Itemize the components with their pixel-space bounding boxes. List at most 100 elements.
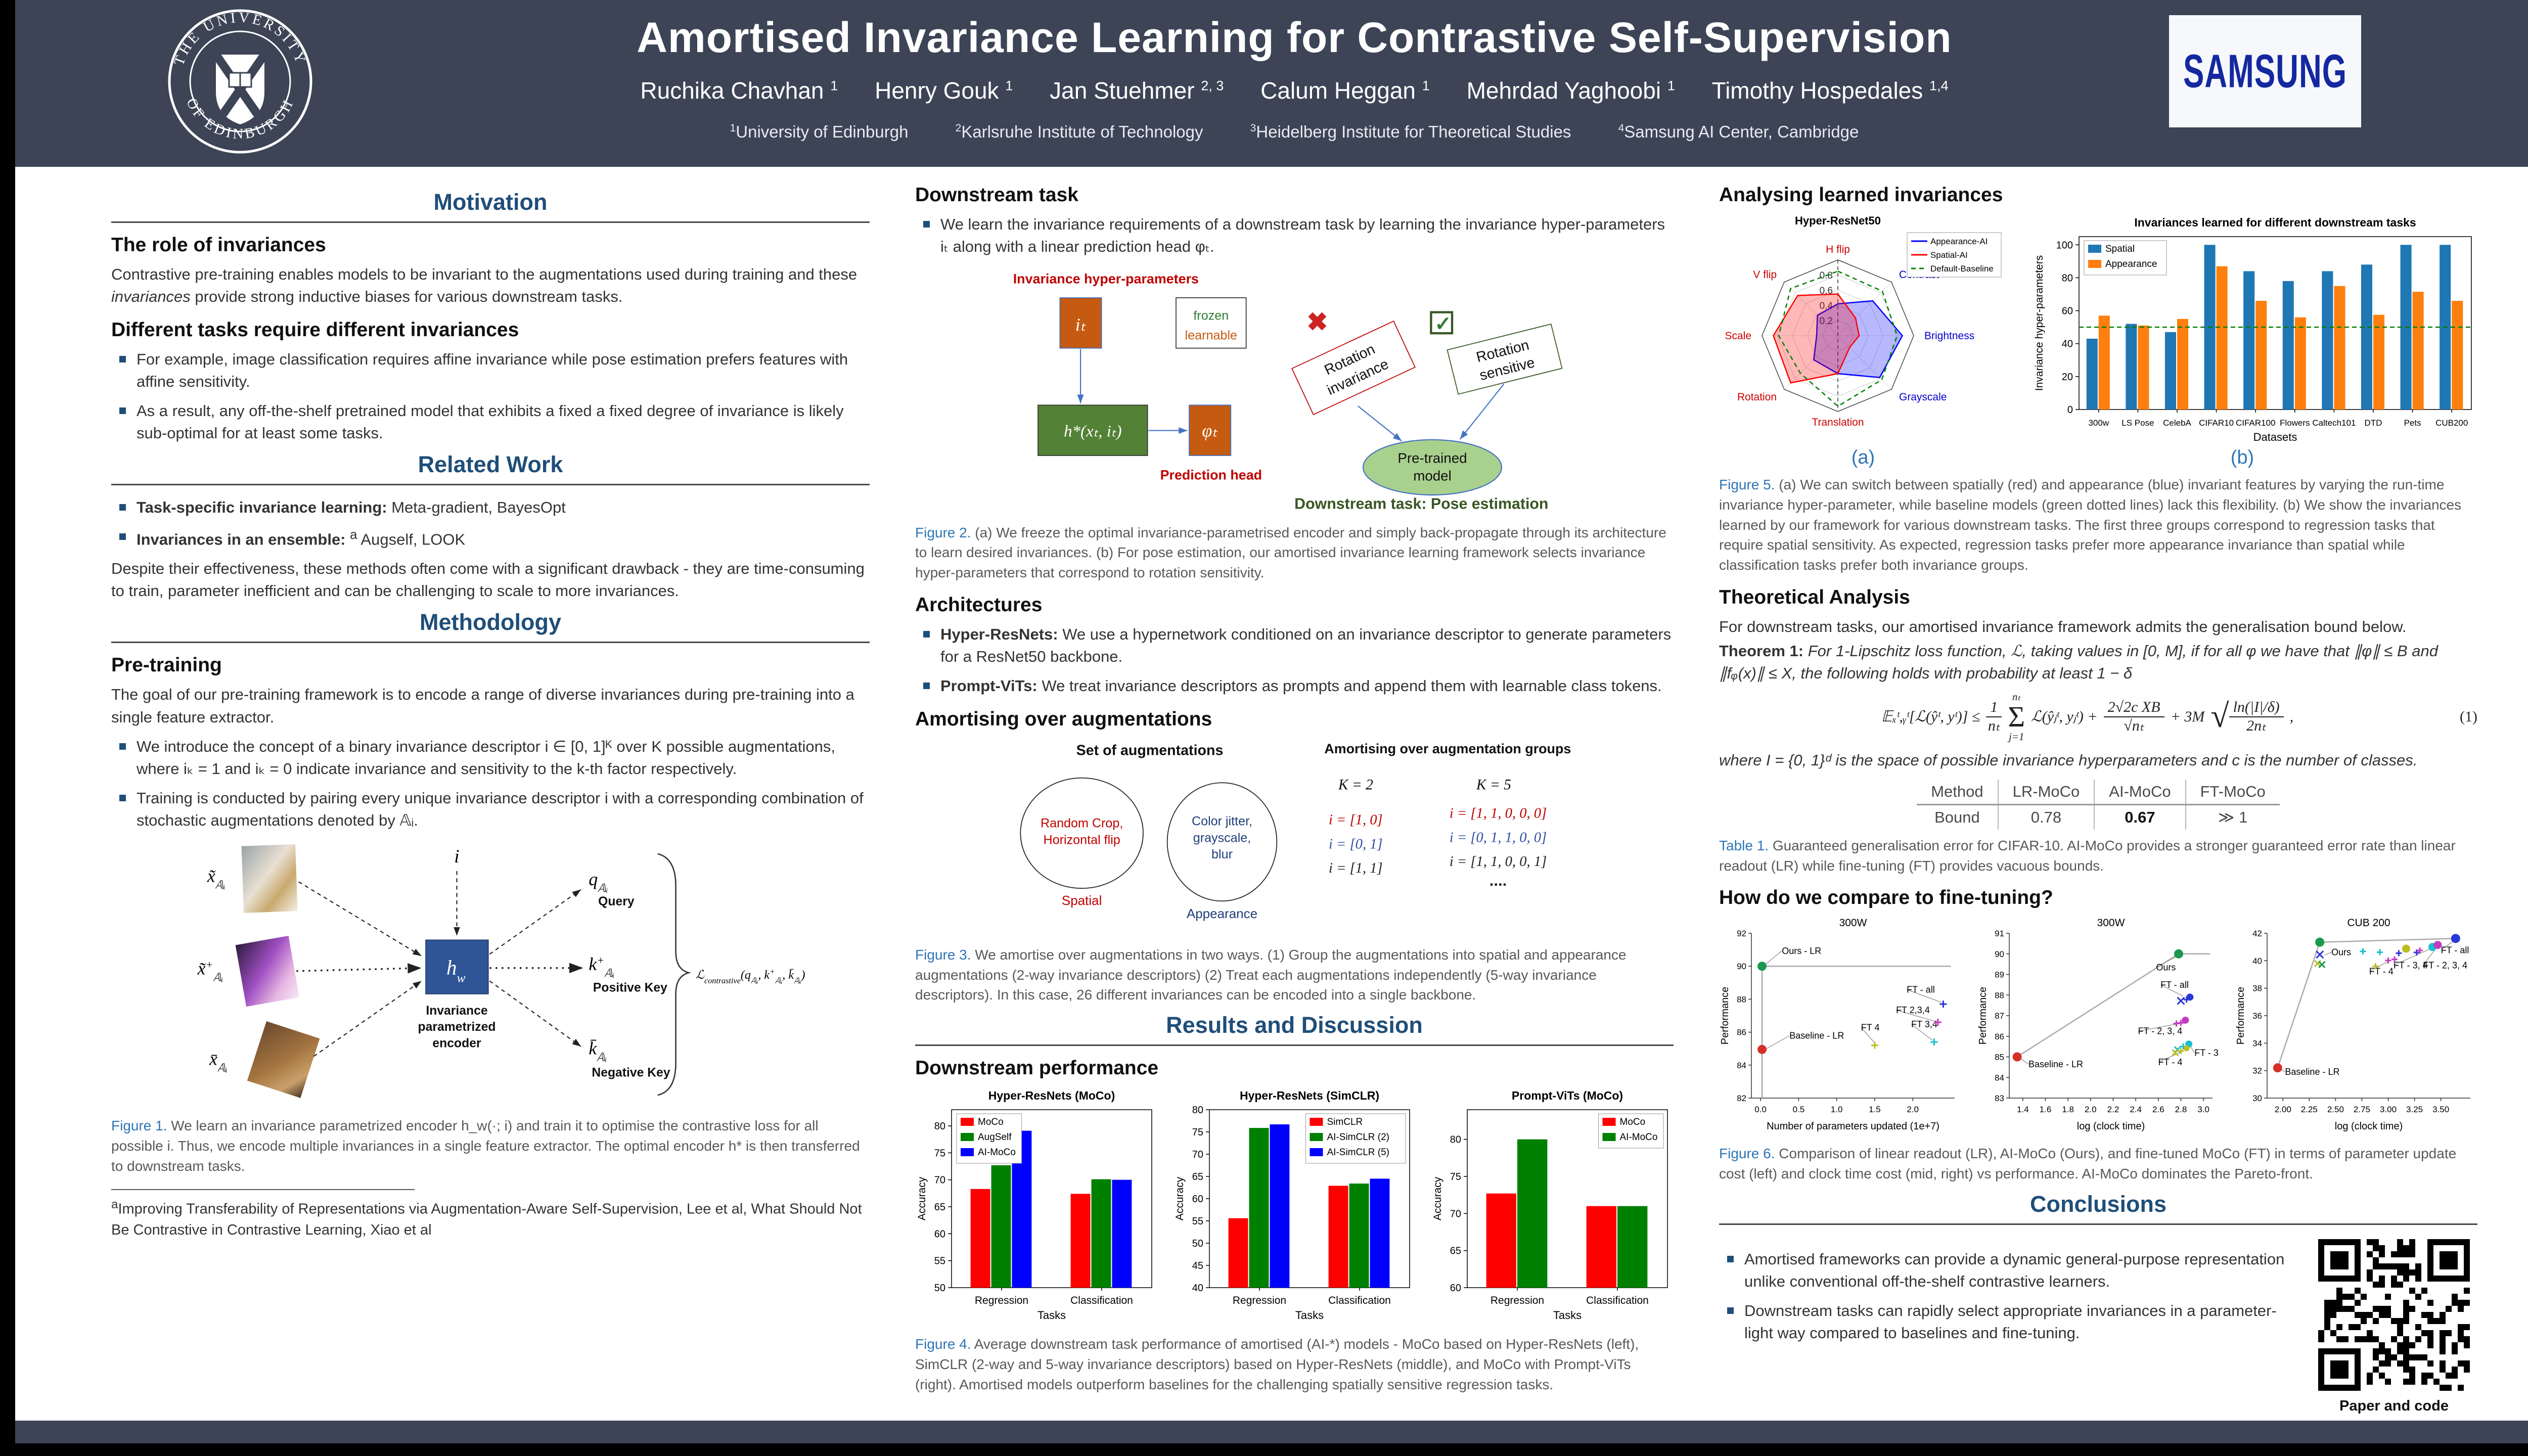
svg-text:2.0: 2.0 [1907, 1105, 1919, 1114]
svg-text:Datasets: Datasets [2253, 431, 2297, 443]
svg-text:85: 85 [1995, 1053, 2004, 1062]
conclusions-block: Amortised frameworks can provide a dynam… [1719, 1236, 2477, 1415]
samsung-logo: SAMSUNG [2169, 15, 2361, 127]
svg-text:Tasks: Tasks [1295, 1309, 1324, 1322]
svg-text:i = [0, 1, 1, 0, 0]: i = [0, 1, 1, 0, 0] [1450, 830, 1547, 845]
bullet: For example, image classification requir… [114, 348, 870, 393]
frozen-encoder-box [1037, 404, 1148, 456]
svg-text:Positive Key: Positive Key [593, 981, 667, 994]
svg-text:Tasks: Tasks [1553, 1309, 1582, 1322]
encoder-box [425, 939, 489, 994]
svg-text:ℒcontrastive(q𝔸ᵢ, k+𝔸ᵢ, k̄𝔸: ℒcontrastive(q𝔸ᵢ, k+𝔸ᵢ, k̄𝔸ᵢ) [696, 967, 805, 985]
bullet: Amortised frameworks can provide a dynam… [1722, 1248, 2293, 1293]
svg-text:90: 90 [1995, 949, 2004, 959]
svg-text:Scale: Scale [1725, 330, 1751, 342]
svg-text:80: 80 [1192, 1105, 1203, 1116]
subhead-amortising: Amortising over augmentations [915, 708, 1212, 730]
poster: THE UNIVERSITY OF EDINBURGH Amortised In… [15, 0, 2528, 1443]
svg-text:LS Pose: LS Pose [2121, 418, 2154, 428]
svg-text:Flowers: Flowers [2280, 418, 2310, 428]
svg-text:blur: blur [1211, 847, 1233, 861]
svg-text:70: 70 [934, 1175, 945, 1186]
divider [915, 1044, 1674, 1046]
pretrained-model-ellipse [1362, 439, 1503, 496]
checkbox-icon [1430, 311, 1454, 335]
svg-text:90: 90 [1737, 962, 1746, 972]
svg-text:89: 89 [1995, 970, 2004, 980]
svg-text:Spatial: Spatial [2105, 244, 2135, 254]
svg-text:Color jitter,: Color jitter, [1192, 814, 1252, 828]
svg-text:Downstream task: Pose estimati: Downstream task: Pose estimation [1294, 496, 1548, 513]
svg-text:Classification: Classification [1070, 1295, 1133, 1306]
qr-block: Paper and code [2311, 1236, 2477, 1415]
figure-5: 0.20.40.60.8H flipContrastBrightnessGray… [1719, 213, 2477, 450]
svg-text:91: 91 [1995, 929, 2004, 938]
column-right: Analysing learned invariances 0.2 0.4 0.6 0… [1719, 182, 2477, 1421]
svg-text:log (clock time): log (clock time) [2077, 1121, 2145, 1132]
svg-text:MoCo: MoCo [1620, 1117, 1646, 1127]
svg-text:50: 50 [1192, 1238, 1203, 1249]
svg-text:300W: 300W [1839, 917, 1867, 929]
svg-text:V flip: V flip [1753, 269, 1777, 281]
svg-text:Baseline - LR: Baseline - LR [1789, 1031, 1844, 1041]
svg-text:2.00: 2.00 [2275, 1105, 2291, 1114]
svg-text:2.0: 2.0 [2085, 1105, 2097, 1114]
svg-text:Invariance hyper-parameters: Invariance hyper-parameters [2034, 255, 2045, 391]
svg-text:Accuracy: Accuracy [1174, 1177, 1186, 1221]
conclusion-bullets: Amortised frameworks can provide a dynam… [1719, 1241, 2293, 1351]
subhead-role-of-invariances: The role of invariances [111, 234, 326, 256]
table-1-caption: Table 1. Guaranteed generalisation error… [1719, 837, 2456, 874]
divider [111, 642, 870, 644]
svg-text:1.4: 1.4 [2017, 1105, 2029, 1114]
svg-text:learnable: learnable [1185, 328, 1237, 342]
affiliation: 4Samsung AI Center, Cambridge [1618, 122, 1859, 141]
rotation-sensitive-card: Rotation sensitive [1447, 324, 1563, 395]
qr-code [2311, 1239, 2477, 1395]
svg-text:Classification: Classification [1328, 1295, 1391, 1306]
svg-text:frozen: frozen [1193, 308, 1229, 323]
svg-text:FT - 2, 3, 4: FT - 2, 3, 4 [2138, 1026, 2183, 1036]
svg-text:q𝔸ᵢ: q𝔸ᵢ [589, 869, 608, 894]
svg-text:1.5: 1.5 [1869, 1105, 1881, 1114]
figure-1-caption: Figure 1. We learn an invariance paramet… [111, 1118, 860, 1174]
invariance-descriptor-box [1059, 297, 1102, 349]
svg-text:FT - 3, 4: FT - 3, 4 [2394, 961, 2428, 971]
svg-text:Regression: Regression [1233, 1295, 1286, 1306]
bullet: Training is conducted by pairing every u… [114, 787, 870, 832]
section-title-motivation: Motivation [433, 189, 548, 215]
svg-text:Rotation: Rotation [1737, 391, 1777, 403]
figure-5-sublabels: (a) (b) [1851, 447, 2254, 468]
svg-text:2.8: 2.8 [2175, 1105, 2187, 1114]
svg-text:Brightness: Brightness [1924, 330, 1974, 342]
affiliation: 1University of Edinburgh [730, 122, 909, 141]
poster-body: Motivation The role of invariances Contr… [15, 167, 2528, 1421]
divider [1719, 1223, 2477, 1225]
svg-text:55: 55 [1192, 1216, 1203, 1227]
svg-text:Grayscale: Grayscale [1899, 391, 1947, 403]
figure-2: Invariance hyper-parameters iₜ frozen le… [915, 265, 1674, 517]
svg-text:60: 60 [1450, 1283, 1461, 1294]
svg-text:CIFAR10: CIFAR10 [2199, 418, 2234, 428]
clocktime-cub200-chart: 2.00 2.25 2.50 2.75 3.00 3.25 3.50 30 32 34 36 38 40… [2235, 916, 2477, 1138]
svg-text:0: 0 [2067, 404, 2073, 416]
svg-text:0.0: 0.0 [1754, 1105, 1767, 1114]
svg-text:x̄𝔸ᵢ: x̄𝔸ᵢ [209, 1049, 228, 1074]
prompt-vits-moco-chart: 60 65 70 75 80 Regression Classification Prompt… [1431, 1086, 1674, 1328]
svg-text:75: 75 [934, 1148, 945, 1159]
svg-text:Caltech101: Caltech101 [2312, 418, 2356, 428]
pretraining-bullets: We introduce the concept of a binary inv… [111, 736, 870, 832]
motivation-bullets: For example, image classification requir… [111, 348, 870, 444]
svg-text:70: 70 [1450, 1209, 1461, 1220]
svg-text:Accuracy: Accuracy [916, 1177, 928, 1221]
svg-text:Query: Query [598, 895, 635, 908]
subhead-downstream-performance: Downstream performance [915, 1057, 1159, 1079]
svg-text:75: 75 [1450, 1171, 1461, 1182]
svg-text:2.25: 2.25 [2301, 1105, 2318, 1114]
svg-text:parametrized: parametrized [418, 1020, 496, 1034]
svg-text:CIFAR100: CIFAR100 [2236, 418, 2275, 428]
figure-6-caption: Figure 6. Comparison of linear readout (… [1719, 1146, 2457, 1182]
svg-text:AI-MoCo: AI-MoCo [1620, 1132, 1658, 1143]
architecture-bullets: Hyper-ResNets: We use a hypernetwork con… [915, 623, 1674, 697]
svg-text:300w: 300w [2088, 418, 2109, 428]
